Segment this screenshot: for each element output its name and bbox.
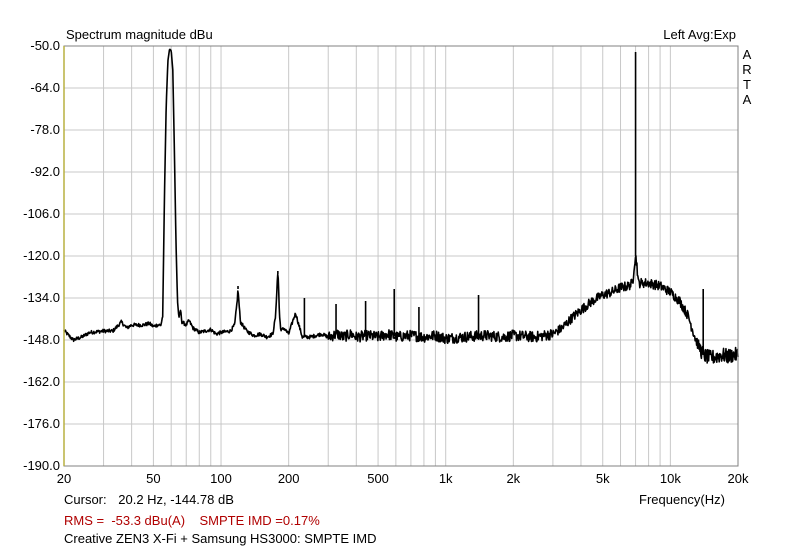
x-tick-label: 10k	[660, 471, 681, 486]
spectrum-trace	[63, 48, 739, 364]
x-tick-label: 100	[210, 471, 232, 486]
cursor-value: 20.2 Hz, -144.78 dB	[118, 492, 234, 507]
y-tick-label: -148.0	[23, 332, 60, 347]
y-tick-labels: -50.0 -64.0 -78.0 -92.0 -106.0 -120.0 -134.0 -1…	[23, 38, 60, 473]
brand-letter: A	[742, 92, 752, 107]
y-tick-label: -64.0	[30, 80, 60, 95]
y-tick-label: -92.0	[30, 164, 60, 179]
x-tick-label: 500	[367, 471, 389, 486]
x-tick-label: 5k	[596, 471, 610, 486]
x-tick-label: 2k	[506, 471, 520, 486]
y-tick-label: -120.0	[23, 248, 60, 263]
y-tick-label: -176.0	[23, 416, 60, 431]
y-tick-label: -78.0	[30, 122, 60, 137]
y-tick-label: -190.0	[23, 458, 60, 473]
brand-letter: A	[742, 47, 752, 62]
x-tick-label: 200	[278, 471, 300, 486]
chart-title: Spectrum magnitude dBu	[66, 27, 213, 42]
x-tick-label: 1k	[439, 471, 453, 486]
cursor-readout: Cursor: 20.2 Hz, -144.78 dB	[64, 492, 234, 507]
channel-averaging-label: Left Avg:Exp	[663, 27, 736, 42]
y-tick-label: -134.0	[23, 290, 60, 305]
brand-letter: T	[743, 77, 751, 92]
x-tick-labels: 20 50 100 200 500 1k 2k 5k 10k 20k	[57, 471, 749, 486]
spectrum-spikes	[237, 52, 704, 355]
x-tick-label: 20	[57, 471, 71, 486]
measurement-description: Creative ZEN3 X-Fi + Samsung HS3000: SMP…	[64, 531, 377, 546]
x-axis-label: Frequency(Hz)	[639, 492, 725, 507]
x-tick-label: 20k	[728, 471, 749, 486]
y-tick-label: -50.0	[30, 38, 60, 53]
brand-letter: R	[742, 62, 752, 77]
x-tick-label: 50	[146, 471, 160, 486]
y-tick-label: -106.0	[23, 206, 60, 221]
cursor-label: Cursor:	[64, 492, 107, 507]
arta-brand: A R T A	[741, 47, 753, 107]
y-tick-label: -162.0	[23, 374, 60, 389]
rms-imd-readout: RMS = -53.3 dBu(A) SMPTE IMD =0.17%	[64, 513, 320, 528]
